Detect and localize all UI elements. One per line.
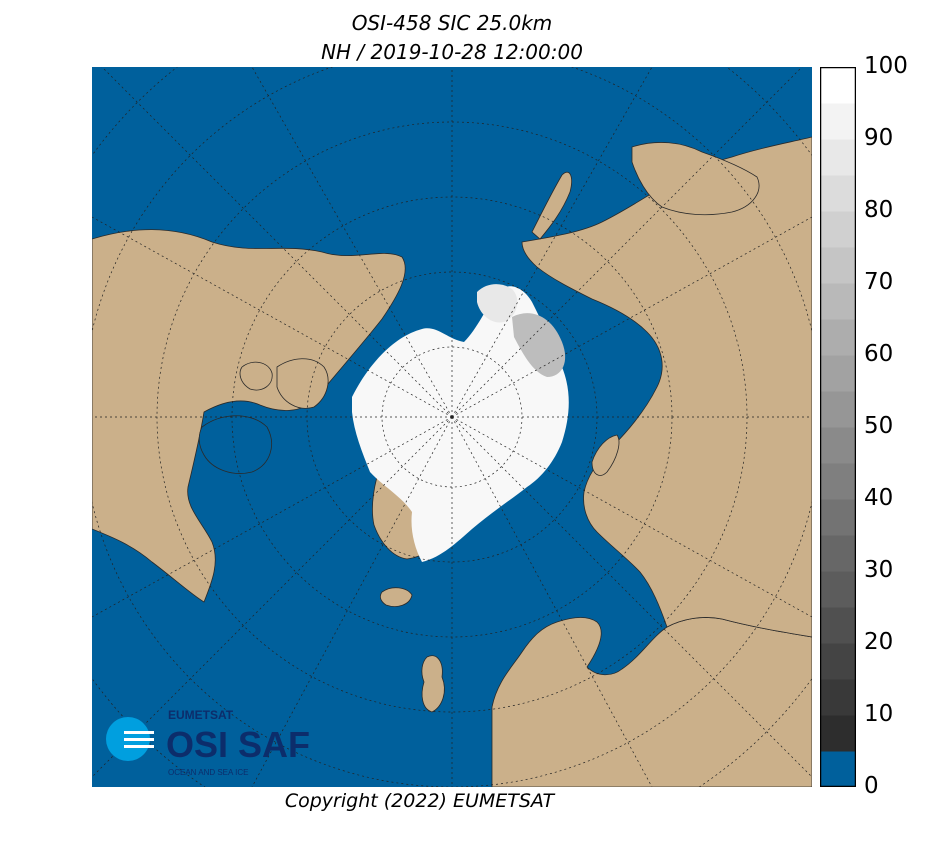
logo-name: OSI SAF: [166, 724, 310, 765]
land-europe: [491, 617, 812, 787]
colorbar-tick-label: 70: [864, 269, 894, 295]
colorbar-step: [820, 103, 856, 140]
sea-ice: [352, 284, 569, 562]
colorbar-step: [820, 751, 856, 787]
colorbar-tick-label: 50: [864, 413, 894, 439]
land-arctic-islands: [276, 358, 329, 409]
colorbar-tick-label: 20: [864, 629, 894, 655]
colorbar-step: [820, 175, 856, 212]
colorbar-step: [820, 283, 856, 320]
title-product: OSI-458 SIC 25.0km: [351, 11, 553, 35]
colorbar-step: [820, 679, 856, 716]
colorbar-step: [820, 319, 856, 356]
colorbar-step: [820, 643, 856, 680]
sea-ice-map: [92, 67, 812, 787]
colorbar-step: [820, 571, 856, 608]
colorbar-step: [820, 355, 856, 392]
land-banks: [239, 361, 273, 391]
colorbar-step: [820, 427, 856, 464]
colorbar-step: [820, 211, 856, 248]
colorbar-step: [820, 247, 856, 284]
graticule: [92, 67, 812, 787]
land-chukotka: [631, 142, 760, 216]
colorbar-step: [820, 535, 856, 572]
land-north-america: [92, 229, 406, 603]
colorbar-step: [820, 391, 856, 428]
copyright: Copyright (2022) EUMETSAT: [284, 790, 555, 812]
colorbar-step: [820, 499, 856, 536]
colorbar-tick-label: 30: [864, 557, 894, 583]
logo-tagline: OCEAN AND SEA ICE: [168, 768, 248, 777]
land-kamchatka: [531, 171, 572, 240]
colorbar: [820, 67, 856, 787]
colorbar-tick-label: 0: [864, 773, 879, 799]
colorbar-tick-label: 40: [864, 485, 894, 511]
colorbar-step: [820, 463, 856, 500]
colorbar-tick-label: 60: [864, 341, 894, 367]
osi-saf-logo: EUMETSAT OSI SAF OCEAN AND SEA ICE: [106, 708, 310, 777]
colorbar-tick-label: 10: [864, 701, 894, 727]
logo-globe-icon: [106, 717, 154, 761]
colorbar-step: [820, 67, 856, 104]
land-uk: [421, 655, 445, 713]
colorbar-step: [820, 139, 856, 176]
land-novaya-zemlya: [591, 434, 620, 476]
logo-org: EUMETSAT: [168, 708, 234, 722]
colorbar-tick-label: 90: [864, 125, 894, 151]
colorbar-step: [820, 715, 856, 752]
land-iceland: [379, 587, 413, 607]
colorbar-tick-label: 100: [864, 53, 908, 79]
title-date: NH / 2019-10-28 12:00:00: [321, 40, 583, 64]
colorbar-step: [820, 607, 856, 644]
colorbar-tick-label: 80: [864, 197, 894, 223]
